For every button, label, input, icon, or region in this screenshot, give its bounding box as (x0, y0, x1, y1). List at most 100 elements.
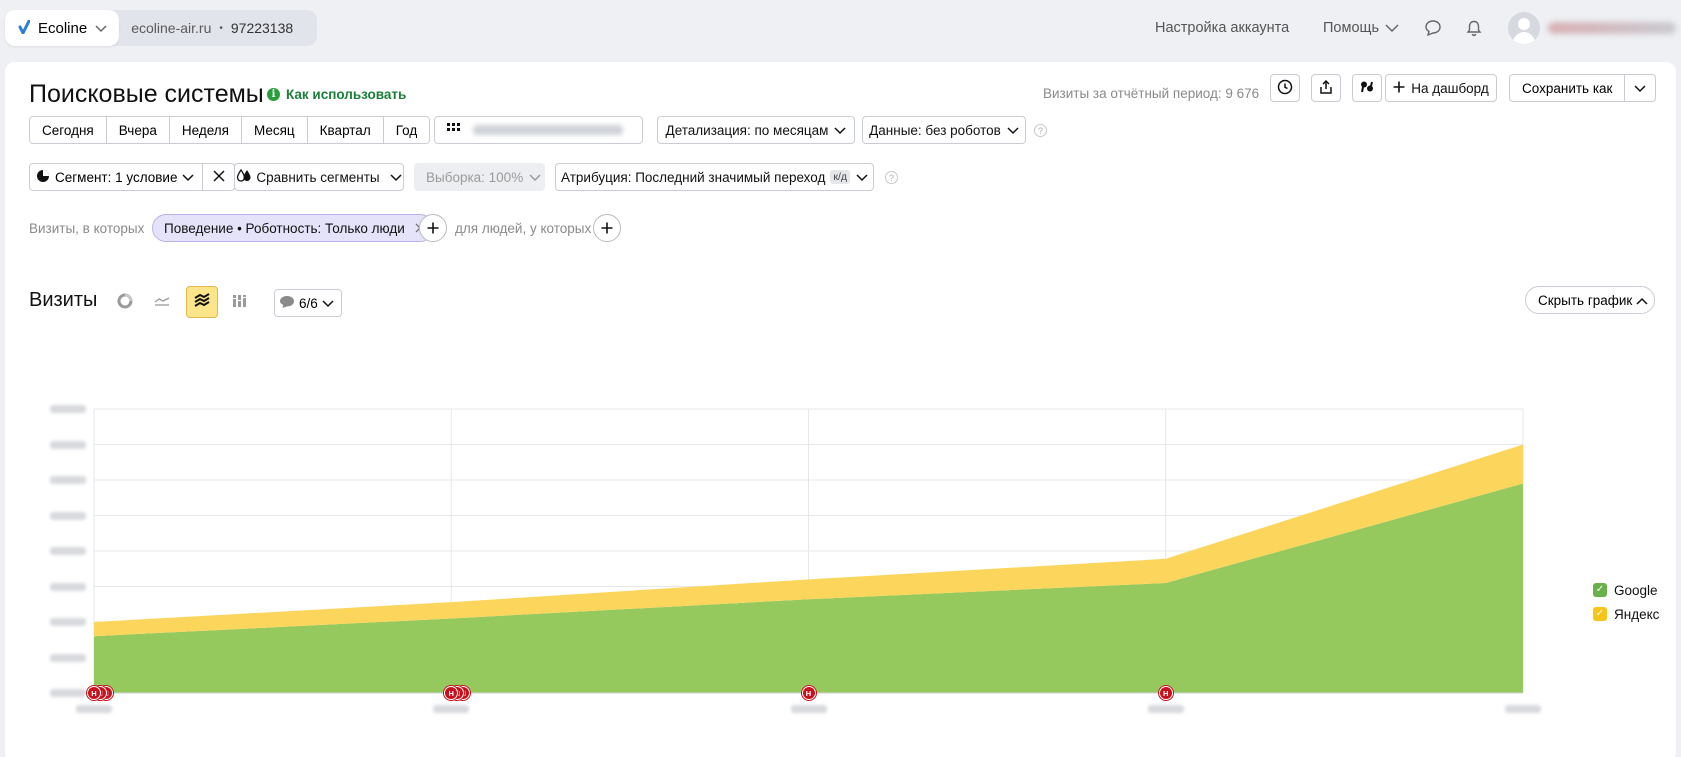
how-to-use-link[interactable]: i Как использовать (267, 87, 406, 102)
y-tick-label-redacted (50, 511, 86, 520)
pie-icon (36, 169, 50, 186)
save-as-group: Сохранить как (1509, 74, 1657, 102)
chevron-down-icon (390, 170, 402, 185)
stacked-area-icon (193, 292, 211, 312)
chart-type-line[interactable] (146, 286, 178, 318)
help-menu[interactable]: Помощь (1323, 0, 1399, 56)
segment-control: Сегмент: 1 условие (29, 163, 236, 191)
checkbox-checked-icon: ✓ (1593, 607, 1607, 621)
annotation-marker[interactable]: Н (1158, 686, 1173, 700)
period-yesterday[interactable]: Вчера (106, 117, 170, 143)
plus-icon (1393, 81, 1405, 96)
clock-icon (1277, 79, 1293, 98)
chat-icon[interactable] (1422, 17, 1444, 39)
chevron-down-icon (529, 170, 541, 185)
top-bar: Ecoline ecoline-air.ru • 97223138 Настро… (0, 0, 1681, 58)
line-chart-icon (154, 294, 170, 310)
user-avatar[interactable] (1508, 12, 1540, 44)
chevron-down-icon (322, 296, 334, 311)
y-tick-label-redacted (50, 618, 86, 626)
add-to-dashboard-label: На дашборд (1411, 80, 1489, 96)
y-tick-label-redacted (50, 582, 86, 591)
detail-dropdown[interactable]: Детализация: по месяцам (657, 116, 855, 144)
y-tick-label-redacted (50, 440, 86, 449)
data-filter-dropdown[interactable]: Данные: без роботов (862, 116, 1026, 144)
compare-segments-dropdown[interactable]: Сравнить сегменты (234, 163, 404, 191)
area-series-yandex (94, 444, 1523, 637)
visits-total: Визиты за отчётный период: 9 676 (1043, 86, 1260, 101)
hide-chart-button[interactable]: Скрыть график (1525, 286, 1656, 314)
detail-label: Детализация: по месяцам (665, 122, 829, 138)
pie-chart-icon (117, 293, 133, 312)
save-as-button[interactable]: Сохранить как (1509, 74, 1626, 102)
quote-icon (1359, 79, 1375, 98)
help-icon[interactable]: ? (1034, 124, 1047, 137)
y-tick-label-redacted (50, 653, 86, 662)
legend-item-yandex[interactable]: ✓ Яндекс (1593, 602, 1659, 626)
bell-icon[interactable] (1463, 17, 1485, 39)
counter-select[interactable]: Ecoline (5, 10, 120, 46)
date-range-picker[interactable] (434, 116, 643, 144)
segment-dropdown[interactable]: Сегмент: 1 условие (30, 164, 204, 190)
y-tick-label-redacted (50, 547, 86, 555)
sample-dropdown: Выборка: 100% (414, 163, 545, 191)
page-title: Поисковые системы (29, 80, 264, 108)
x-tick-label-redacted (1505, 705, 1541, 713)
help-icon[interactable]: ? (885, 171, 898, 184)
clear-segment-button[interactable] (203, 164, 234, 190)
plus-icon (601, 222, 613, 234)
filter-chip-label: Поведение • Роботность: Только люди (164, 220, 405, 236)
x-tick-label-redacted (790, 705, 827, 713)
export-button[interactable] (1311, 74, 1341, 102)
filter-chip-robotness[interactable]: Поведение • Роботность: Только люди (152, 214, 434, 242)
counter-separator: • (219, 22, 223, 34)
notes-dropdown[interactable]: 6/6 (274, 289, 342, 317)
help-label: Помощь (1323, 20, 1380, 36)
x-tick-label-redacted (1147, 705, 1184, 713)
add-to-dashboard-button[interactable]: На дашборд (1385, 74, 1497, 102)
plus-icon (427, 222, 439, 234)
bar-chart-icon (232, 294, 248, 311)
legend-label-google: Google (1614, 582, 1658, 598)
attribution-label: Атрибуция: Последний значимый переход (561, 169, 826, 185)
calendar-icon (447, 122, 461, 138)
attribution-dropdown[interactable]: Атрибуция: Последний значимый переход к/… (555, 163, 874, 191)
counter-meta: ecoline-air.ru • 97223138 (119, 10, 317, 46)
account-settings-link[interactable]: Настройка аккаунта (1155, 20, 1290, 36)
annotation-marker[interactable]: Н (444, 686, 459, 700)
area-series-google (94, 483, 1523, 693)
legend-label-yandex: Яндекс (1614, 606, 1660, 622)
checkbox-checked-icon: ✓ (1593, 583, 1607, 597)
chevron-down-icon (1385, 20, 1399, 36)
chart-type-stacked-area[interactable] (186, 286, 218, 318)
add-visit-condition-button[interactable] (419, 214, 447, 242)
visits-area-chart (93, 408, 1524, 694)
add-people-condition-button[interactable] (593, 214, 621, 242)
legend-item-google[interactable]: ✓ Google (1593, 578, 1659, 602)
period-today[interactable]: Сегодня (30, 117, 107, 143)
chart-title: Визиты (29, 289, 98, 311)
chart-type-pie[interactable] (109, 286, 141, 318)
counter-id: 97223138 (230, 20, 294, 36)
chart-type-bar[interactable] (224, 286, 256, 318)
data-filter-label: Данные: без роботов (869, 122, 1001, 138)
chevron-down-icon (1634, 80, 1646, 96)
feedback-button[interactable] (1352, 74, 1382, 102)
period-quarter[interactable]: Квартал (307, 117, 384, 143)
compare-segments-label: Сравнить сегменты (256, 169, 380, 185)
share-icon (1318, 79, 1334, 98)
annotation-marker[interactable]: Н (801, 686, 816, 700)
annotation-marker[interactable]: Н (87, 686, 101, 700)
counter-switcher: Ecoline ecoline-air.ru • 97223138 (5, 10, 318, 46)
info-icon: i (267, 88, 280, 101)
y-tick-label-redacted (50, 405, 86, 413)
period-week[interactable]: Неделя (169, 117, 242, 143)
how-to-use-label: Как использовать (286, 87, 407, 102)
period-month[interactable]: Месяц (241, 117, 308, 143)
attribution-badge: к/д (830, 170, 850, 184)
period-year[interactable]: Год (383, 117, 430, 143)
history-button[interactable] (1270, 74, 1300, 102)
report-card: Поисковые системы i Как использовать Виз… (5, 62, 1676, 757)
save-as-menu-button[interactable] (1625, 74, 1657, 102)
hide-chart-label: Скрыть график (1538, 292, 1633, 308)
